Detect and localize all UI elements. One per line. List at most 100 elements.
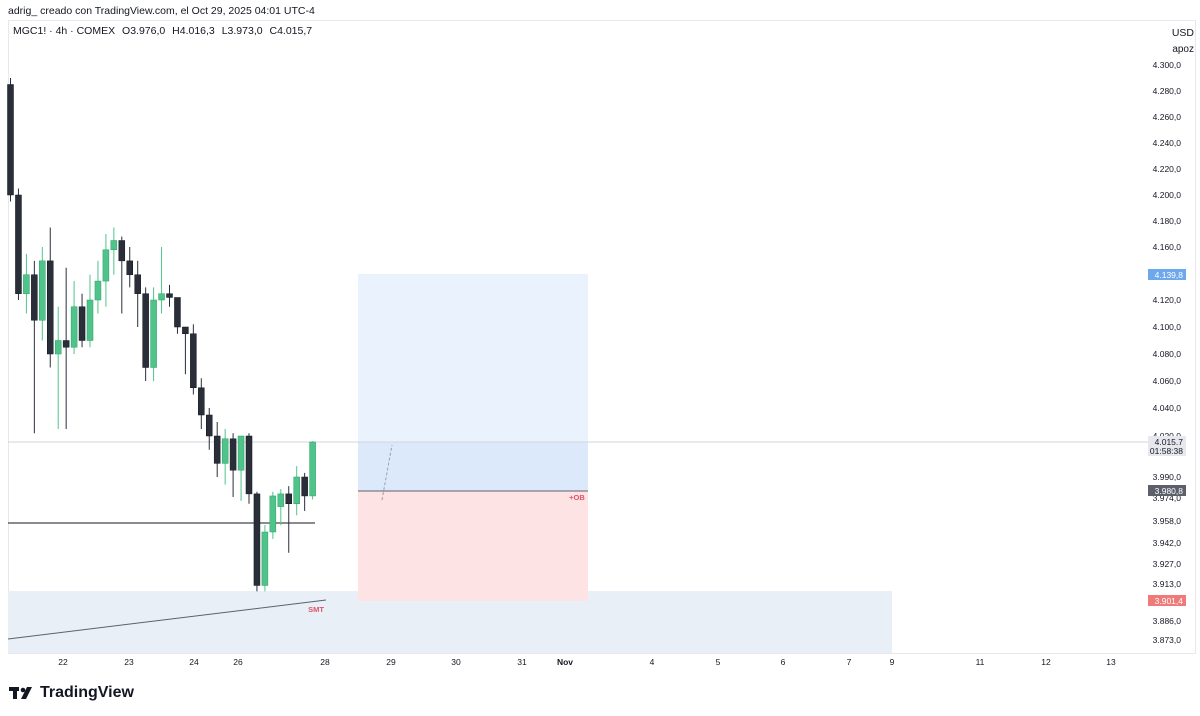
- candle-body: [31, 274, 38, 321]
- tradingview-brand[interactable]: TradingView: [9, 684, 134, 702]
- legend-high: H4.016,3: [172, 25, 215, 37]
- x-axis-tick-label: 29: [386, 657, 396, 667]
- tradingview-logo-icon: [9, 687, 32, 699]
- target-zone-filled: [358, 442, 588, 491]
- candle-body: [23, 274, 30, 294]
- candle-body: [182, 326, 189, 334]
- x-axis-tick-label: 26: [233, 657, 243, 667]
- candle-body: [78, 306, 86, 341]
- x-axis-tick-label: 22: [58, 657, 68, 667]
- candle-body: [174, 297, 181, 328]
- legend-low: L3.973,0: [221, 25, 263, 37]
- x-axis-tick-label: 11: [976, 657, 985, 667]
- candle-body: [237, 435, 245, 471]
- y-axis-tick-label: 4.040,0: [1153, 403, 1182, 413]
- y-axis-tick-label: 4.300,0: [1153, 60, 1182, 70]
- candle-body: [47, 260, 54, 355]
- candle-body: [301, 476, 308, 497]
- y-axis-tick-label: 3.927,0: [1153, 559, 1182, 569]
- price-badge-bg: [1148, 485, 1186, 496]
- y-axis-tick-label: 4.080,0: [1153, 349, 1182, 359]
- x-axis-tick-label: 13: [1106, 657, 1116, 667]
- y-axis-tick-label: 4.220,0: [1153, 164, 1182, 174]
- candle-body: [134, 274, 141, 294]
- y-axis-tick-label: 3.942,0: [1153, 538, 1182, 548]
- candle-body: [15, 194, 22, 294]
- candle-body: [293, 476, 300, 504]
- demand-zone: [8, 591, 892, 653]
- candle-body: [62, 340, 70, 348]
- y-axis-tick-label: 4.160,0: [1153, 242, 1182, 252]
- legend-open: O3.976,0: [122, 25, 166, 37]
- candle-body: [166, 293, 173, 298]
- y-axis-tick-label: 3.990,0: [1153, 472, 1182, 482]
- candle-body: [118, 240, 126, 262]
- candle-body: [70, 306, 78, 348]
- brand-name: TradingView: [40, 684, 134, 701]
- x-axis-tick-label: 4: [650, 657, 655, 667]
- price-badge-text: 3.980,8: [1155, 486, 1184, 496]
- chart-caption: adrig_ creado con TradingView.com, el Oc…: [8, 5, 315, 17]
- price-badge-text: 01:58:38: [1150, 446, 1183, 456]
- candle-body: [54, 340, 62, 355]
- chart-frame: [8, 20, 1196, 654]
- x-axis-tick-label: 31: [517, 657, 527, 667]
- candle-body: [7, 84, 14, 196]
- candle-body: [285, 493, 292, 505]
- candle-body: [142, 293, 149, 368]
- candle-body: [206, 414, 213, 437]
- y-axis-tick-label: 4.180,0: [1153, 216, 1182, 226]
- candle-body: [94, 280, 102, 301]
- y-axis-tick-label: 4.240,0: [1153, 138, 1182, 148]
- stop-zone: [358, 491, 588, 601]
- smt-trend-line: [7, 599, 327, 640]
- price-badge-bg: [1148, 595, 1186, 606]
- candle-body: [150, 299, 157, 368]
- price-badge-bg: [1148, 445, 1186, 456]
- smt-label: SMT: [308, 605, 324, 614]
- candle-body: [190, 333, 197, 388]
- price-badge-text: 4.015,7: [1155, 437, 1184, 447]
- candle-body: [245, 435, 253, 495]
- y-axis-tick-label: 3.974,0: [1153, 493, 1182, 503]
- axis-currency[interactable]: USD: [1171, 27, 1194, 39]
- candle-body: [229, 438, 237, 471]
- y-axis-tick-label: 4.280,0: [1153, 86, 1182, 96]
- ob-label: +OB: [569, 493, 585, 502]
- x-axis-tick-label: 12: [1041, 657, 1051, 667]
- candle-body: [86, 299, 94, 341]
- candle-body: [39, 260, 46, 321]
- candle-body: [277, 493, 285, 507]
- legend-symbol[interactable]: MGC1! · 4h · COMEX: [13, 25, 116, 37]
- y-axis-tick-label: 4.260,0: [1153, 112, 1182, 122]
- target-zone-upper: [358, 274, 588, 442]
- candle-body: [213, 435, 221, 464]
- y-axis-tick-label: 4.200,0: [1153, 190, 1182, 200]
- x-axis-tick-label: 5: [716, 657, 721, 667]
- candle-body: [158, 293, 165, 301]
- candle-body: [126, 260, 133, 275]
- x-axis-tick-label: 24: [189, 657, 199, 667]
- candle-body: [261, 531, 269, 586]
- price-badge-text: 4.139,8: [1155, 270, 1184, 280]
- symbol-legend: MGC1! · 4h · COMEX O3.976,0 H4.016,3 L3.…: [13, 25, 316, 37]
- candle-body: [253, 493, 261, 586]
- x-axis-tick-label: 6: [781, 657, 786, 667]
- x-axis-tick-label: 28: [320, 657, 330, 667]
- candle-body: [269, 495, 277, 533]
- y-axis-tick-label: 4.060,0: [1153, 376, 1182, 386]
- candle-body: [309, 441, 316, 497]
- price-badge-text: 3.901,4: [1155, 596, 1184, 606]
- y-axis-tick-label: 3.873,0: [1153, 635, 1182, 645]
- projection-dashed-line: [381, 444, 393, 501]
- x-axis-tick-label: 7: [847, 657, 852, 667]
- y-axis-tick-label: 3.958,0: [1153, 516, 1182, 526]
- y-axis-tick-label: 4.100,0: [1153, 322, 1182, 332]
- x-axis-tick-label: 23: [124, 657, 134, 667]
- y-axis-tick-label: 3.886,0: [1153, 616, 1182, 626]
- candle-body: [110, 240, 118, 251]
- y-axis-tick-label: 3.913,0: [1153, 579, 1182, 589]
- price-badge-bg: [1148, 436, 1186, 447]
- legend-close: C4.015,7: [269, 25, 313, 37]
